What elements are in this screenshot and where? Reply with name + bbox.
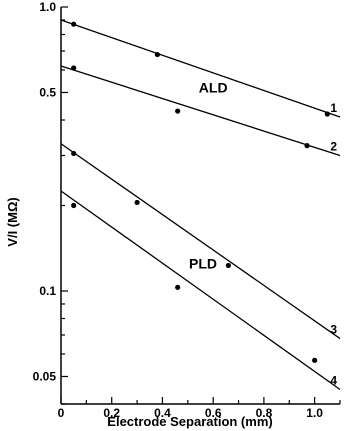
data-points (71, 21, 330, 363)
y-tick-label: 0.05 (33, 369, 57, 383)
x-tick-label: 0.8 (256, 406, 273, 420)
series-labels: 1 2 3 4 (330, 101, 337, 388)
x-axis-title: Electrode Separation (mm) (107, 414, 272, 429)
fit-line-2 (60, 65, 341, 157)
y-axis-title: V/I (MΩ) (5, 197, 20, 246)
fit-line-4 (60, 190, 341, 391)
x-tick-label: 0 (58, 406, 65, 420)
data-point-4 (175, 284, 181, 290)
series-label-1: 1 (330, 101, 337, 115)
y-ticks: 1.0 0.5 0.1 0.05 (33, 0, 68, 405)
x-tick-label: 0.2 (103, 406, 120, 420)
plot-area: 0 0.2 0.4 0.6 0.8 1.0 1.0 0.5 0.1 0.05 1 2 3 4 ALD P… (33, 0, 341, 420)
data-point-1 (71, 21, 77, 27)
data-point-1 (154, 51, 160, 58)
data-point-1 (324, 111, 330, 117)
data-point-2 (175, 108, 181, 114)
fit-lines (60, 19, 341, 391)
data-point-3 (71, 150, 77, 157)
data-point-3 (134, 199, 140, 206)
data-point-4 (71, 202, 77, 209)
y-tick-label: 0.1 (39, 284, 56, 298)
fit-line-3 (60, 143, 341, 340)
series-label-2: 2 (330, 139, 337, 153)
y-tick-label: 1.0 (39, 0, 56, 14)
series-label-4: 4 (330, 373, 337, 387)
annotation-ald: ALD (199, 79, 228, 95)
annotations: ALD PLD (189, 79, 228, 271)
x-tick-label: 0.4 (154, 406, 171, 420)
fit-line-1 (60, 19, 341, 118)
annotation-pld: PLD (189, 256, 217, 272)
data-point-4 (312, 357, 318, 363)
x-tick-label: 0.6 (205, 406, 222, 420)
x-tick-label: 1.0 (306, 406, 323, 420)
series-label-3: 3 (330, 323, 337, 337)
x-ticks: 0 0.2 0.4 0.6 0.8 1.0 (58, 397, 341, 420)
data-point-2 (304, 143, 310, 149)
y-tick-label: 0.5 (39, 85, 56, 99)
data-point-2 (71, 65, 77, 71)
data-point-3 (225, 262, 231, 269)
